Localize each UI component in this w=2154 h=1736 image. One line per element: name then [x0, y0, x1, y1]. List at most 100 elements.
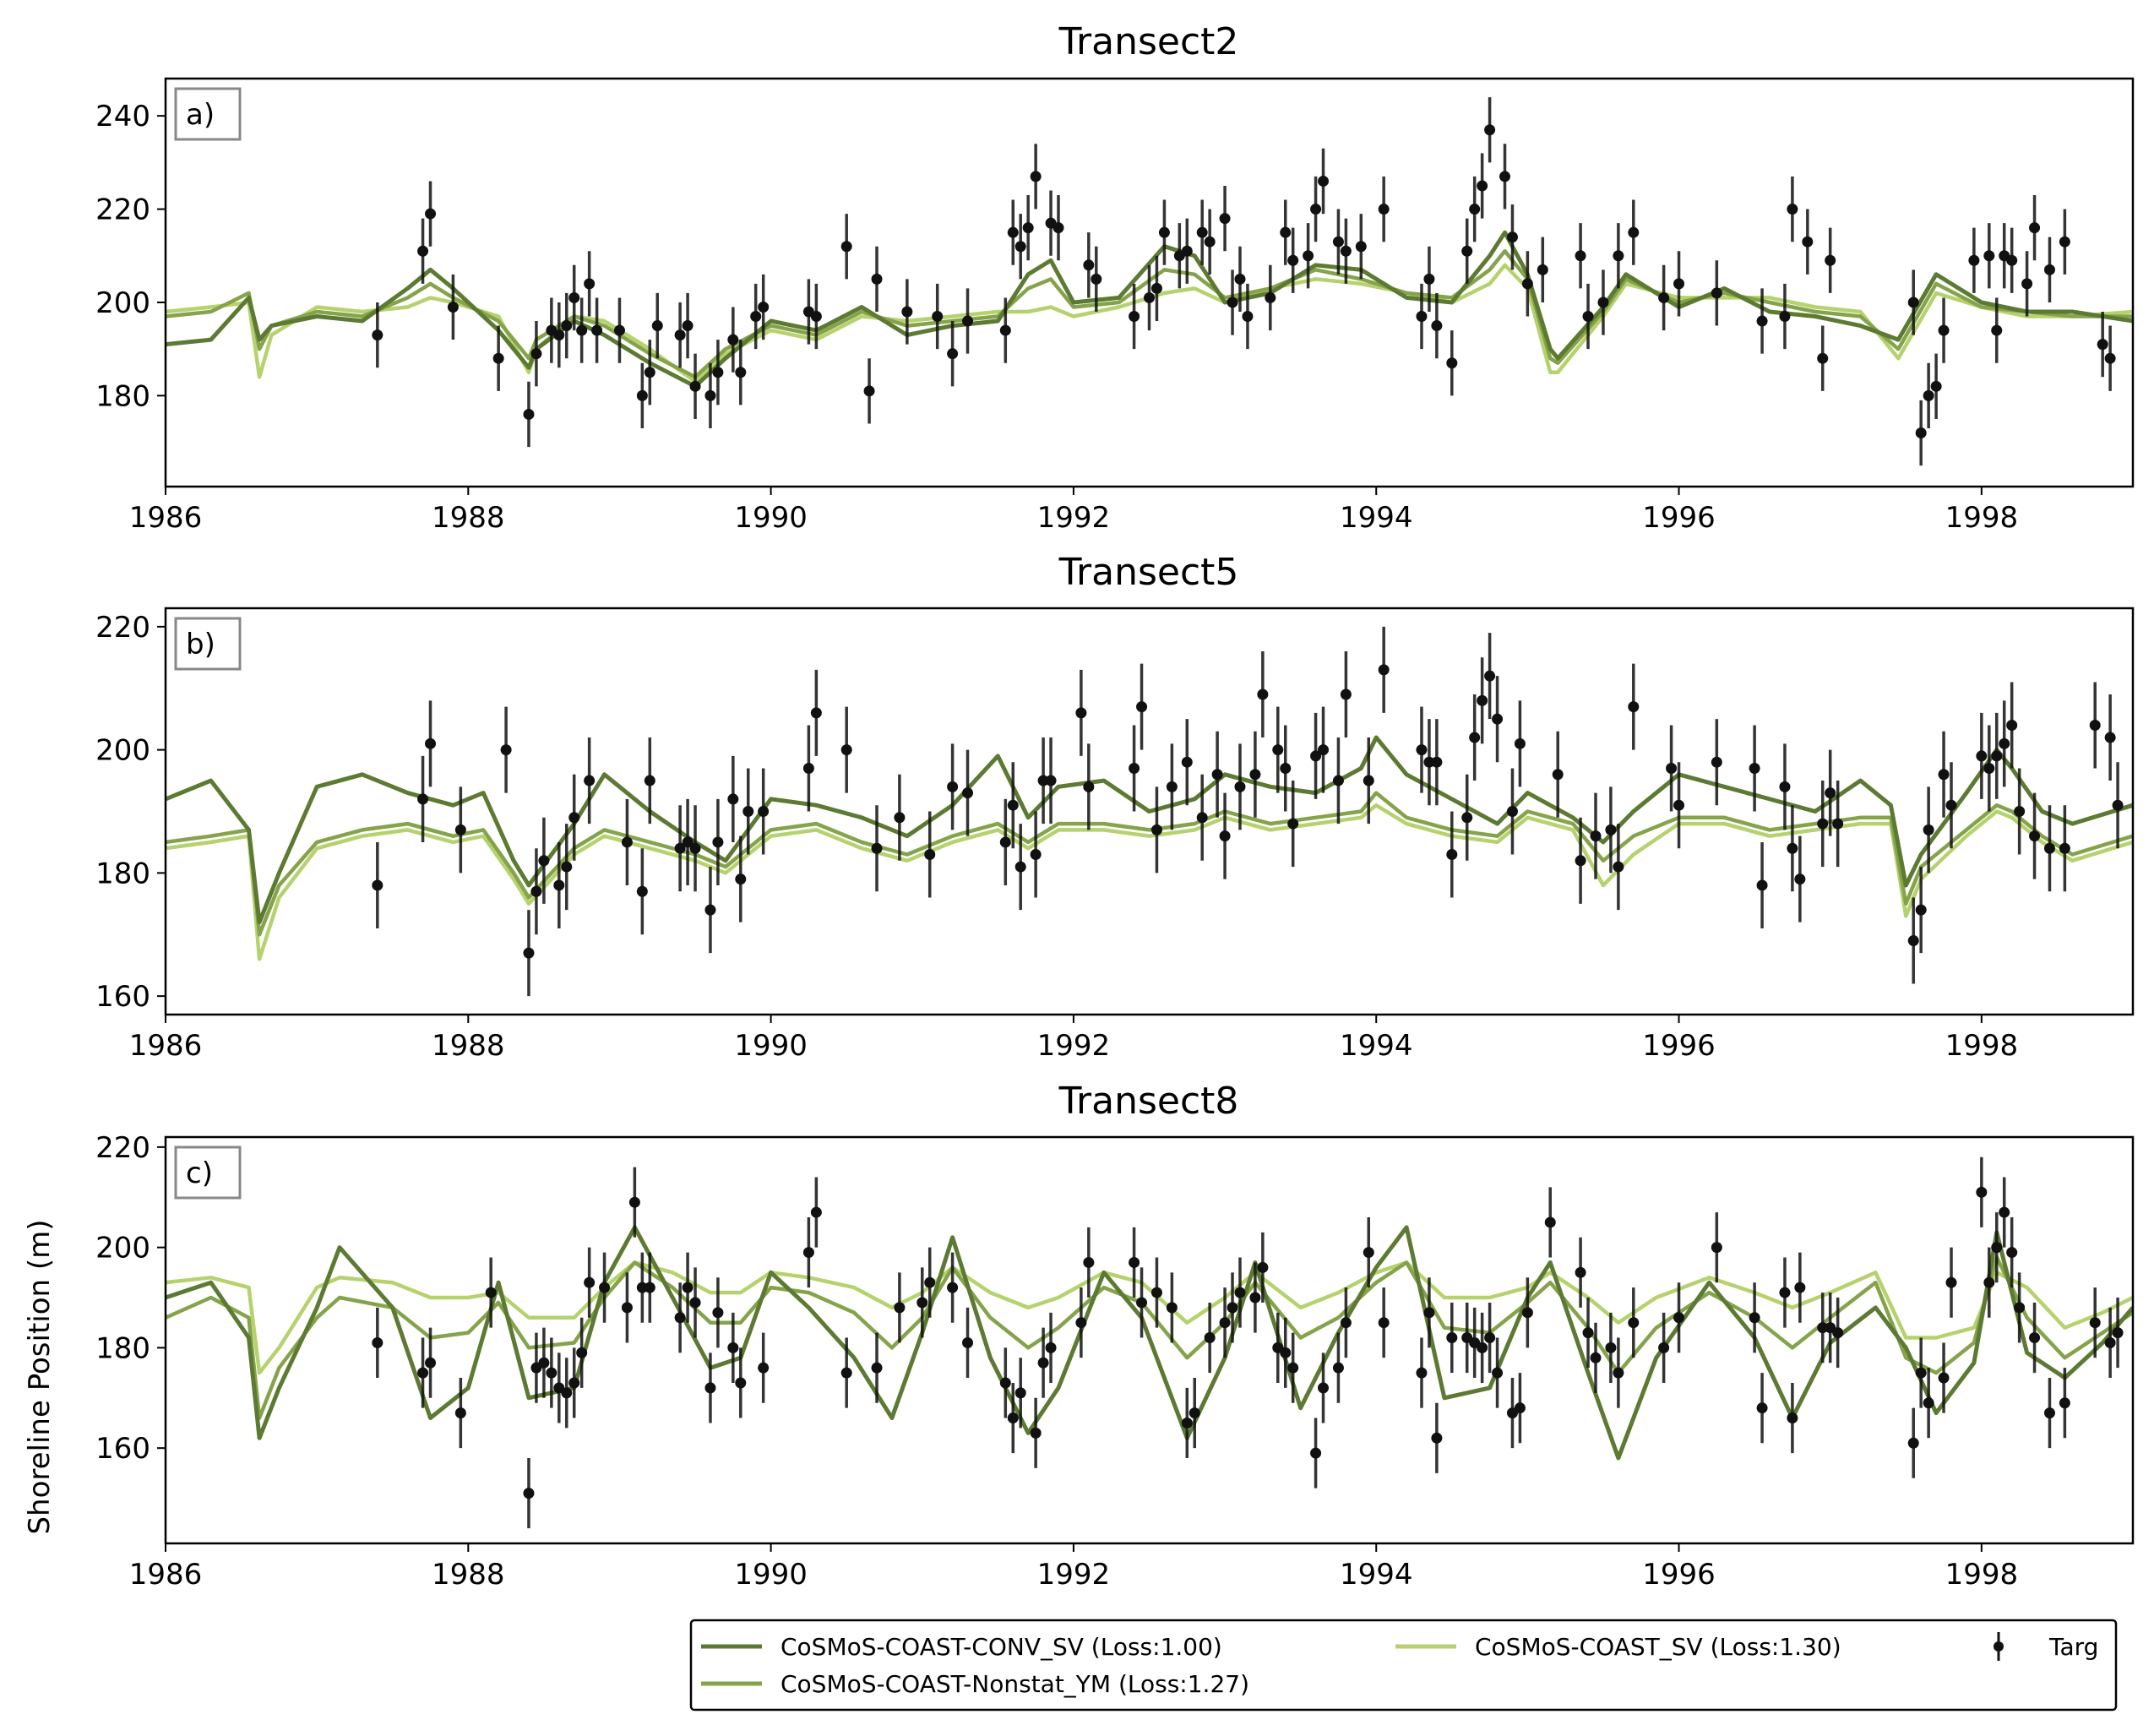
targ-marker [2043, 264, 2055, 275]
targ-marker [1484, 124, 1496, 136]
targ-marker [1976, 1186, 1988, 1198]
targ-marker [523, 947, 535, 959]
targ-marker [917, 1297, 928, 1309]
targ-marker [372, 329, 383, 341]
targ-marker [1332, 775, 1344, 786]
targ-marker [1461, 812, 1473, 824]
targ-marker [628, 1196, 640, 1208]
targ-marker [1968, 254, 1980, 266]
targ-marker [1340, 1317, 1352, 1329]
targ-marker [1272, 744, 1284, 756]
targ-marker [1030, 849, 1042, 861]
targ-marker [568, 1377, 580, 1389]
targ-marker [1166, 1302, 1178, 1314]
targ-marker [1378, 664, 1390, 676]
targ-marker [1983, 250, 1995, 262]
targ-marker [1976, 750, 1988, 762]
targ-marker [454, 1407, 466, 1419]
x-tick-label: 1990 [734, 1029, 808, 1063]
targ-marker [1265, 291, 1276, 303]
targ-marker [1749, 1312, 1760, 1324]
targ-marker [1340, 245, 1352, 257]
targ-points [372, 626, 2124, 997]
targ-marker [1787, 842, 1798, 854]
x-tick-label: 1996 [1642, 1029, 1716, 1063]
targ-marker [742, 806, 754, 817]
targ-marker [1590, 1352, 1602, 1363]
targ-marker [1310, 750, 1322, 762]
targ-marker [425, 737, 437, 749]
targ-marker [1461, 245, 1473, 257]
targ-marker [1605, 1341, 1617, 1353]
targ-marker [1416, 311, 1428, 323]
targ-marker [1779, 1287, 1791, 1298]
targ-marker [1227, 297, 1238, 308]
targ-marker [1446, 1332, 1458, 1344]
targ-marker [758, 1362, 770, 1374]
targ-marker [727, 1341, 739, 1353]
targ-marker [810, 1206, 822, 1218]
targ-marker [447, 301, 459, 313]
targ-marker [1506, 806, 1518, 817]
targ-marker [1756, 879, 1768, 891]
targ-marker [1166, 781, 1178, 792]
targ-marker [1416, 1367, 1428, 1379]
targ-marker [947, 781, 959, 792]
targ-marker [1181, 1417, 1193, 1429]
targ-marker [1189, 1407, 1200, 1419]
targ-marker [924, 849, 936, 861]
targ-marker [999, 836, 1011, 848]
targ-marker [727, 793, 739, 805]
y-tick-label: 240 [95, 100, 150, 133]
panel-transect8: Transect8 Shoreline Position (m) 1986 198… [23, 1080, 2135, 1592]
targ-marker [1446, 849, 1458, 861]
targ-marker [1613, 861, 1624, 873]
targ-marker [1673, 278, 1685, 290]
targ-marker [1007, 799, 1019, 811]
y-tick-label: 200 [95, 734, 150, 768]
targ-marker [553, 879, 565, 891]
targ-points [372, 1156, 2124, 1529]
targ-marker [568, 812, 580, 824]
targ-marker [538, 855, 550, 867]
targ-marker [1514, 1402, 1526, 1414]
targ-marker [1673, 1312, 1685, 1324]
targ-marker [932, 311, 944, 323]
targ-marker [1181, 245, 1193, 257]
panel-title: Transect2 [1058, 20, 1239, 63]
targ-marker [1521, 1307, 1533, 1319]
targ-marker [1469, 732, 1481, 743]
targ-marker [802, 762, 814, 774]
x-tick-label: 1994 [1340, 501, 1413, 535]
targ-marker [689, 380, 701, 392]
x-tick-label: 1990 [734, 501, 808, 535]
targ-marker [1332, 1362, 1344, 1374]
targ-marker [2043, 1407, 2055, 1419]
y-tick-label: 180 [95, 379, 150, 413]
targ-marker [1923, 1397, 1934, 1409]
legend: CoSMoS-COAST-CONV_SV (Loss:1.00) CoSMoS-… [689, 1619, 2118, 1712]
targ-marker [1129, 1256, 1140, 1268]
legend-frame [689, 1619, 2118, 1712]
panel-label: a) [186, 98, 215, 132]
targ-marker [417, 1367, 429, 1379]
targ-marker [735, 1377, 747, 1389]
y-tick-label: 220 [95, 193, 150, 227]
targ-marker [1363, 775, 1374, 786]
targ-marker [947, 348, 959, 360]
legend-targ-marker [1994, 1641, 2004, 1652]
targ-marker [636, 885, 648, 897]
targ-marker [1802, 236, 1814, 248]
targ-marker [840, 1367, 852, 1379]
x-tick-label: 1992 [1037, 1029, 1111, 1063]
targ-marker [1075, 1317, 1087, 1329]
targ-marker [2021, 278, 2033, 290]
targ-marker [1136, 1297, 1148, 1309]
targ-marker [735, 367, 747, 378]
y-tick-label: 220 [95, 1131, 150, 1165]
targ-marker [1658, 291, 1670, 303]
targ-marker [1999, 1206, 2010, 1218]
targ-marker [1234, 781, 1246, 792]
targ-marker [840, 241, 852, 253]
